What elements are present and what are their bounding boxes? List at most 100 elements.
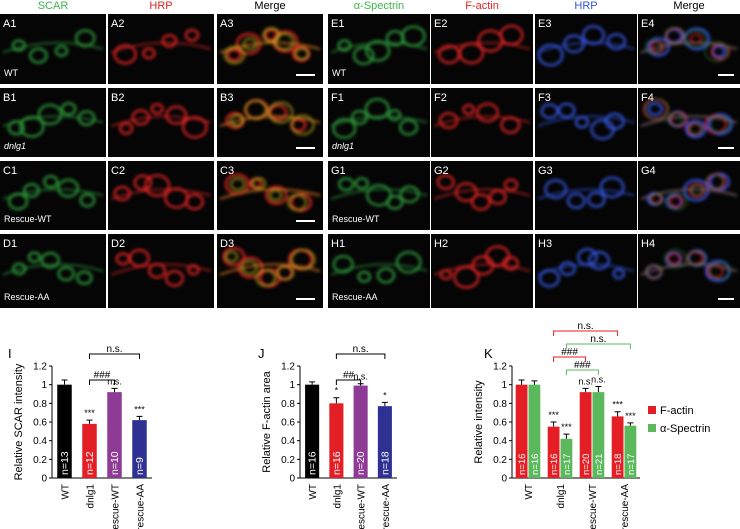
axon (110, 263, 212, 276)
x-tick-label: rescue-AA (136, 484, 147, 529)
column-header: HRP (149, 0, 172, 12)
y-tick-label: 1.2 (281, 362, 295, 373)
bouton (164, 270, 185, 287)
axon (2, 263, 104, 276)
significance-label: *** (625, 411, 636, 421)
bouton (587, 250, 611, 270)
error-bar (518, 379, 525, 385)
bouton (612, 268, 626, 280)
axon (330, 41, 428, 54)
micrograph (431, 14, 533, 84)
significance-bracket (89, 353, 140, 359)
y-tick-label: 0.4 (493, 436, 507, 447)
panel-label: D2 (111, 238, 125, 250)
panel-label: C3 (220, 165, 234, 177)
x-tick-label: dnlg1 (86, 484, 97, 509)
condition-label: Rescue-WT (332, 214, 380, 224)
bar (611, 416, 624, 478)
error-bar (61, 379, 68, 385)
bouton (76, 270, 93, 286)
axon (640, 115, 738, 127)
bouton (365, 184, 392, 207)
bouton (664, 248, 687, 269)
micrograph (535, 234, 637, 308)
micrograph-signal (330, 25, 428, 66)
bouton (223, 45, 246, 65)
bouton (387, 109, 402, 122)
significance-label: n.s. (591, 375, 606, 385)
bouton (222, 246, 246, 267)
y-tick-label: 0.4 (33, 436, 47, 447)
micrograph-signal (219, 27, 321, 65)
significance-label: *** (134, 404, 145, 414)
axon (330, 263, 428, 276)
n-label: n=16 (517, 454, 528, 475)
bouton (113, 44, 137, 65)
bouton (606, 33, 627, 51)
y-tick-label: 0.6 (33, 418, 47, 429)
bouton (290, 248, 316, 271)
n-label: n=20 (581, 454, 592, 475)
bouton (29, 47, 48, 64)
bouton (376, 267, 396, 284)
micrograph (108, 161, 214, 230)
bouton (669, 195, 684, 208)
bouton (27, 251, 41, 263)
bouton (644, 98, 670, 120)
axon (110, 115, 212, 127)
micrograph-signal (433, 24, 531, 65)
y-tick-label: 0.6 (493, 418, 507, 429)
x-tick-label: rescue-AA (381, 484, 392, 529)
panel-letter: J (258, 346, 265, 361)
significance-label: *** (561, 422, 572, 432)
bracket-label: ### (561, 347, 578, 358)
significance-bracket (565, 343, 631, 349)
micrograph (217, 234, 323, 308)
x-tick-label: rescue-WT (111, 484, 122, 529)
micrograph (0, 234, 106, 308)
n-label: n=12 (84, 451, 96, 475)
bouton (181, 116, 208, 139)
n-label: n=16 (331, 451, 343, 475)
legend-swatch (648, 406, 656, 414)
micrograph (638, 161, 740, 230)
n-label: n=18 (613, 454, 624, 475)
n-label: n=16 (530, 454, 541, 475)
y-tick-label: 0.4 (281, 436, 295, 447)
bouton (143, 174, 171, 197)
bouton (294, 47, 310, 60)
bar (528, 384, 541, 478)
x-tick-label: dnlg1 (332, 484, 343, 509)
bar (579, 392, 592, 478)
significance-label: *** (612, 400, 623, 410)
bar (107, 392, 122, 478)
axon (433, 263, 531, 276)
bouton (438, 111, 459, 130)
bouton (398, 118, 419, 136)
bouton (40, 251, 60, 269)
micrograph (108, 88, 214, 157)
panel-label: A2 (111, 18, 124, 30)
x-tick-label: rescue-AA (620, 484, 631, 529)
bouton (352, 46, 375, 66)
axon (2, 115, 104, 127)
bar (82, 423, 97, 478)
column-header: F-actin (465, 0, 499, 12)
bar (305, 384, 320, 478)
bouton (184, 28, 200, 42)
bouton (165, 105, 188, 125)
y-axis-label: Relative SCAR intensity (13, 363, 25, 480)
micrograph (108, 234, 214, 308)
panel-label: F2 (434, 92, 447, 104)
x-tick-label: WT (308, 484, 319, 500)
micrograph-signal (110, 248, 212, 287)
y-tick-label: 1 (289, 380, 295, 391)
bouton (708, 172, 731, 191)
significance-label: *** (548, 410, 559, 420)
micrograph-signal (330, 251, 428, 284)
bracket-label: n.s. (590, 334, 606, 345)
legend-swatch (648, 424, 656, 432)
bouton (42, 174, 59, 189)
micrograph-signal (110, 102, 212, 139)
panel-label: E1 (331, 18, 344, 30)
